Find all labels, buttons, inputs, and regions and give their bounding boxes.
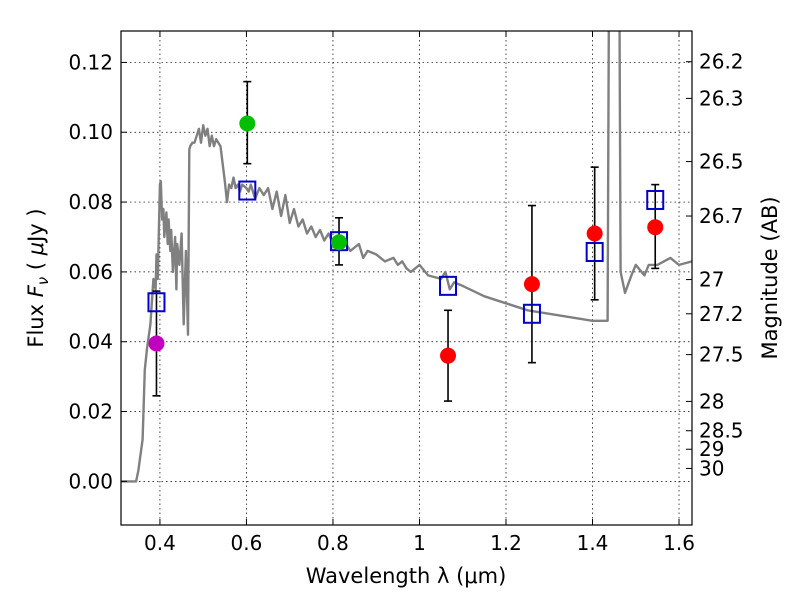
x-tick-label: 1.2	[490, 531, 522, 555]
y-axis-title: Flux Fν ( μJy )	[24, 208, 52, 347]
y-tick-label: 0.02	[68, 400, 113, 424]
y-tick-label: 0.00	[68, 469, 113, 493]
mag-tick-label: 29	[699, 437, 724, 461]
model-photometry-point	[147, 292, 166, 313]
mag-tick-label: 28	[699, 389, 724, 413]
y-tick-label: 0.10	[68, 120, 113, 144]
model-photometry-point	[585, 241, 604, 262]
y-tick-label: 0.08	[68, 190, 113, 214]
mag-tick-label: 27.5	[699, 343, 744, 367]
grid	[121, 31, 692, 525]
model-sed-line	[121, 31, 692, 483]
observed-photometry-point	[586, 225, 603, 242]
x-tick-label: 0.6	[231, 531, 263, 555]
observed-photometry-point	[148, 335, 165, 352]
mag-tick-label: 30	[699, 456, 724, 480]
axis-ticks: 0.4 0.6 0.8 1 1.2 1.4 1.6 0.00 0.02 0.04 0.06 0.08 0…	[68, 31, 744, 555]
y-axis-title-unit: Jy )	[24, 208, 48, 244]
model-photometry-point	[238, 180, 257, 201]
y-axis-title-prefix: Flux	[24, 297, 48, 347]
mag-tick-label: 27.2	[699, 302, 744, 326]
mag-tick-label: 28.5	[699, 419, 744, 443]
plot-background	[121, 31, 692, 525]
model-photometry-point	[439, 275, 458, 296]
x-tick-label: 1	[413, 531, 426, 555]
mag-tick-label: 26.5	[699, 150, 744, 174]
mag-tick-label: 26.7	[699, 204, 744, 228]
mag-tick-label: 26.2	[699, 50, 744, 74]
mag-tick-label: 27	[699, 268, 724, 292]
right-axis-title: Magnitude (AB)	[758, 196, 782, 359]
photometry-markers	[147, 80, 665, 402]
y-tick-label: 0.12	[68, 50, 113, 74]
observed-photometry-point	[440, 347, 457, 364]
y-axis-title-nu: ν	[34, 277, 52, 285]
observed-photometry-point	[331, 234, 348, 251]
observed-photometry-point	[239, 115, 256, 132]
y-axis-title-paren: (	[24, 255, 48, 277]
x-axis-title: Wavelength λ (μm)	[306, 564, 507, 588]
y-axis-title-mu: μ	[24, 242, 48, 256]
y-tick-label: 0.04	[68, 330, 113, 354]
x-tick-label: 0.8	[317, 531, 349, 555]
y-axis-title-f: F	[24, 284, 48, 297]
y-tick-label: 0.06	[68, 260, 113, 284]
mag-tick-label: 26.3	[699, 86, 744, 110]
model-sed-series	[121, 31, 692, 483]
x-tick-label: 0.4	[144, 531, 176, 555]
observed-photometry-point	[523, 276, 540, 293]
x-tick-label: 1.6	[663, 531, 695, 555]
model-photometry-point	[646, 189, 665, 210]
plot-frame	[120, 30, 693, 526]
model-photometry-point	[522, 303, 541, 324]
x-tick-label: 1.4	[577, 531, 609, 555]
observed-photometry-point	[647, 219, 664, 236]
